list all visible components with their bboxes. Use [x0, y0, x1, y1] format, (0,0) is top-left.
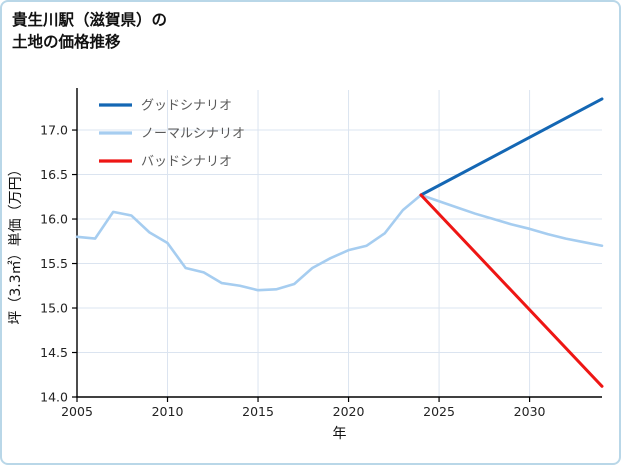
series-line-バッドシナリオ — [419, 193, 604, 388]
y-tick-label: 16.5 — [40, 167, 68, 182]
x-axis-title: 年 — [333, 426, 347, 442]
chart-title: 貴生川駅（滋賀県）の 土地の価格推移 — [12, 9, 167, 53]
y-tick-label: 14.0 — [40, 390, 68, 405]
legend-label: ノーマルシナリオ — [141, 127, 245, 142]
y-tick-label: 15.0 — [40, 301, 68, 316]
legend-label: グッドシナリオ — [141, 99, 232, 114]
series-line-ノーマルシナリオ — [75, 193, 604, 292]
chart-title-line-2: 土地の価格推移 — [12, 33, 121, 51]
x-tick-label: 2010 — [152, 404, 184, 419]
chart-title-line-1: 貴生川駅（滋賀県）の — [12, 11, 168, 29]
series-line-グッドシナリオ — [419, 97, 604, 197]
y-tick-label: 15.5 — [40, 256, 68, 271]
y-axis-title: 坪（3.3㎡）単価（万円） — [8, 162, 24, 324]
y-tick-label: 16.0 — [40, 212, 68, 227]
x-tick-label: 2005 — [61, 404, 93, 419]
y-tick-label: 14.5 — [40, 345, 68, 360]
x-tick-label: 2025 — [423, 404, 455, 419]
x-tick-label: 2015 — [242, 404, 274, 419]
x-tick-label: 2020 — [333, 404, 365, 419]
x-tick-label: 2030 — [514, 404, 546, 419]
legend-label: バッドシナリオ — [141, 155, 232, 170]
y-tick-label: 17.0 — [40, 123, 68, 138]
